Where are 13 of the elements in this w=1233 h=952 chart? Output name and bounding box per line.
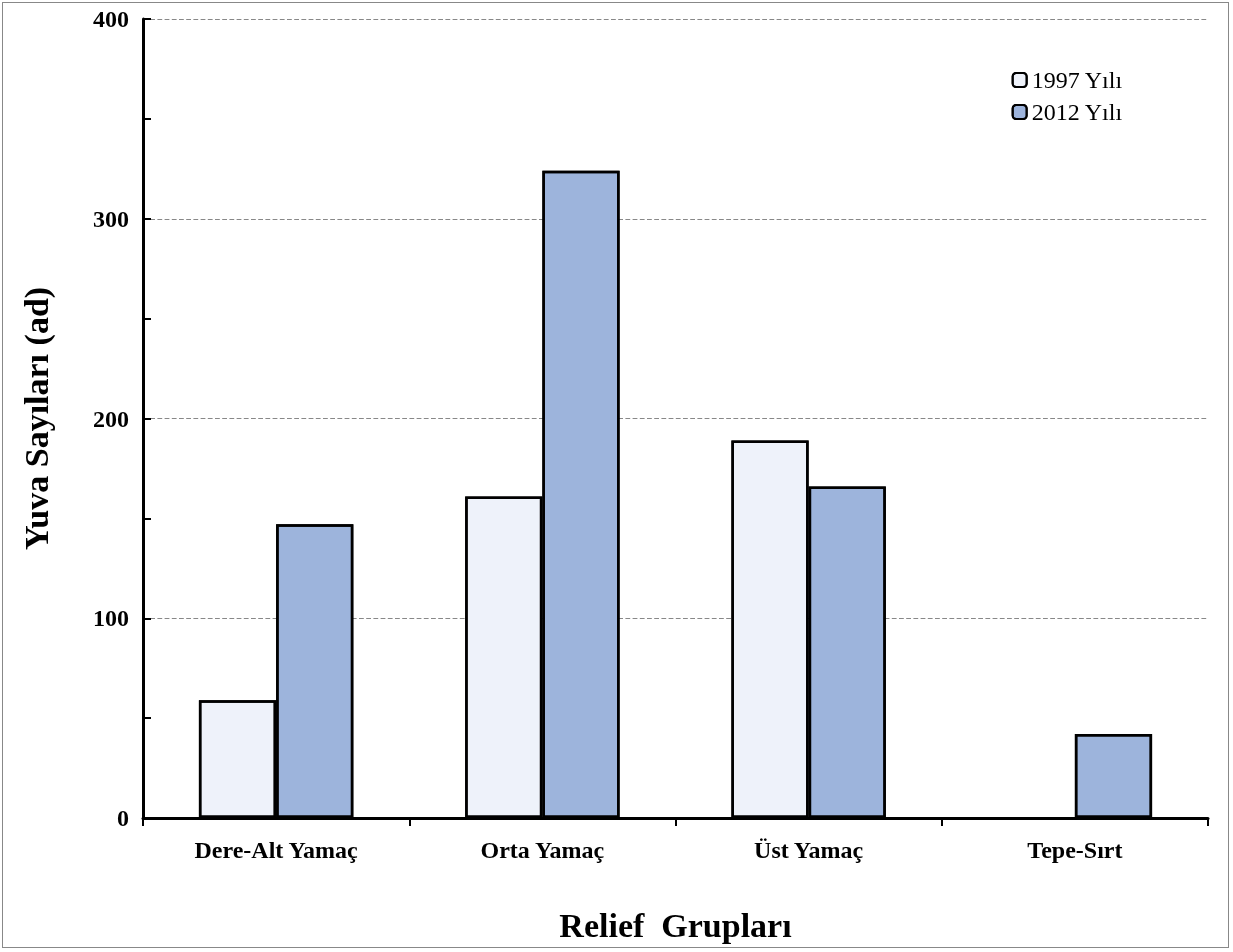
y-axis-title: Yuva Sayıları (ad): [17, 286, 56, 551]
y-tick-label: 0: [117, 805, 129, 831]
y-tick-label: 300: [93, 205, 129, 232]
legend-label: 1997 Yılı: [1031, 67, 1123, 93]
x-tick-label: Üst Yamaç: [754, 837, 864, 863]
y-tick-label: 100: [93, 605, 129, 632]
y-tick-label: 200: [93, 405, 129, 432]
legend-label: 2012 Yılı: [1031, 99, 1123, 125]
x-tick-label: Tepe-Sırt: [1027, 837, 1123, 863]
x-axis-title: Relief Grupları: [559, 906, 792, 944]
y-tick-label: 400: [93, 6, 129, 32]
x-tick-label: Orta Yamaç: [480, 837, 605, 863]
x-tick-label: Dere-Alt Yamaç: [194, 837, 359, 863]
